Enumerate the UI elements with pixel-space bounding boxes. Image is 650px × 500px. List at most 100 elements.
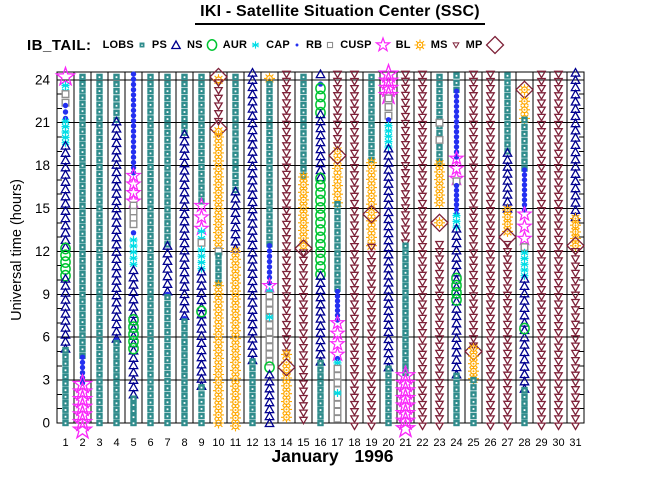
region-symbol-ms	[469, 235, 478, 243]
region-symbol-lobs	[164, 234, 171, 241]
region-symbol-lobs	[147, 239, 154, 247]
region-symbol-lobs	[504, 99, 511, 107]
region-symbol-lobs	[368, 80, 375, 88]
region-symbol-ms	[435, 262, 444, 271]
legend-item-mp: MP	[466, 35, 506, 55]
region-symbol-ms	[469, 156, 478, 165]
region-symbol-lobs	[453, 392, 460, 400]
region-symbol-lobs	[198, 80, 205, 88]
region-symbol-ms	[554, 357, 563, 366]
region-symbol-lobs	[62, 406, 69, 413]
legend-item-label: CAP	[266, 39, 290, 51]
x-tick-label: 15	[297, 437, 309, 449]
region-symbol-ms	[282, 127, 291, 136]
region-symbol-ms	[537, 300, 546, 309]
region-symbol-lobs	[79, 209, 86, 217]
region-symbol-ms	[367, 265, 376, 273]
legend-item-label: NS	[187, 39, 203, 51]
region-symbol-lobs	[147, 80, 154, 88]
region-symbol-lobs	[232, 179, 239, 186]
region-symbol-lobs	[249, 419, 256, 427]
region-symbol-ms	[503, 349, 512, 358]
region-symbol-cap	[79, 359, 86, 366]
region-symbol-ms	[299, 380, 308, 389]
x-tick-label: 31	[569, 437, 581, 449]
region-symbol-ms	[401, 225, 410, 234]
region-symbol-cap	[334, 303, 341, 309]
region-symbol-lobs	[334, 229, 341, 236]
region-symbol-ms	[435, 255, 444, 264]
region-symbol-lobs	[198, 170, 205, 177]
region-symbol-lobs	[385, 379, 392, 386]
region-symbol-lobs	[470, 391, 477, 398]
region-symbol-ms	[367, 386, 376, 395]
y-tick-label: 21	[35, 115, 50, 130]
region-symbol-ms	[367, 358, 376, 366]
region-symbol-ms	[350, 113, 359, 122]
region-symbol-cap	[453, 182, 460, 189]
region-symbol-ms	[418, 286, 427, 294]
region-symbol-ms	[537, 185, 546, 194]
region-symbol-ms	[418, 192, 427, 201]
region-symbol-ms	[537, 350, 546, 359]
region-symbol-ms	[418, 92, 427, 100]
region-symbol-ms	[554, 278, 563, 287]
region-symbol-lobs	[79, 162, 86, 169]
region-symbol-lobs	[266, 87, 273, 95]
region-symbol-lobs	[181, 115, 188, 122]
region-symbol-lobs	[113, 413, 120, 420]
region-symbol-ms	[401, 84, 410, 93]
region-symbol-ms	[537, 171, 546, 179]
region-symbol-lobs	[96, 419, 103, 427]
region-symbol-ms	[282, 213, 291, 222]
region-symbol-lobs	[521, 413, 528, 420]
region-symbol-ms	[367, 322, 376, 331]
legend-item-ns: NS	[187, 35, 220, 55]
region-symbol-lobs	[147, 122, 154, 129]
region-symbol-lobs	[436, 80, 443, 88]
region-symbol-lobs	[334, 264, 341, 271]
region-symbol-lobs	[164, 398, 171, 406]
region-symbol-lobs	[521, 419, 528, 427]
region-symbol-lobs	[198, 184, 205, 191]
region-symbol-ms	[350, 149, 359, 158]
region-symbol-ms	[214, 86, 223, 95]
region-symbol-lobs	[181, 406, 188, 413]
region-symbol-ms	[554, 192, 563, 201]
region-symbol-rb	[265, 335, 274, 344]
region-symbol-ms	[333, 92, 342, 100]
region-symbol-ms	[282, 149, 291, 157]
region-symbol-ms	[418, 422, 427, 431]
page-title-wrap: IKI - Satellite Situation Center (SSC)	[148, 3, 532, 25]
region-symbol-rb	[265, 306, 274, 315]
region-symbol-rb	[265, 321, 274, 329]
region-symbol-ms	[350, 372, 359, 380]
region-symbol-ms	[554, 379, 563, 388]
region-symbol-cap	[453, 93, 460, 99]
region-symbol-lobs	[79, 80, 86, 87]
x-tick-label: 7	[164, 437, 170, 449]
region-symbol-ms	[554, 307, 563, 316]
region-symbol-lobs	[300, 94, 307, 102]
region-symbol-lobs	[62, 360, 69, 367]
region-symbol-lobs	[198, 398, 205, 405]
region-symbol-lobs	[147, 177, 154, 184]
region-symbol-ms	[571, 342, 580, 351]
region-symbol-lobs	[62, 413, 69, 420]
region-symbol-ms	[571, 320, 580, 329]
region-symbol-cap	[130, 97, 137, 103]
region-symbol-ms	[435, 291, 444, 300]
region-symbol-ms	[554, 264, 563, 273]
region-symbol-ms	[282, 306, 291, 315]
region-symbol-ms	[299, 409, 308, 418]
region-symbol-cap	[130, 133, 137, 140]
region-symbol-lobs	[215, 272, 222, 280]
region-symbol-lobs	[79, 345, 86, 353]
region-symbol-ms	[486, 156, 495, 165]
region-symbol-cap	[266, 253, 273, 259]
region-symbol-lobs	[453, 406, 460, 413]
region-symbol-lobs	[79, 94, 86, 101]
region-symbol-ms	[350, 92, 359, 100]
region-symbol-lobs	[147, 246, 154, 254]
region-symbol-ms	[401, 91, 410, 100]
